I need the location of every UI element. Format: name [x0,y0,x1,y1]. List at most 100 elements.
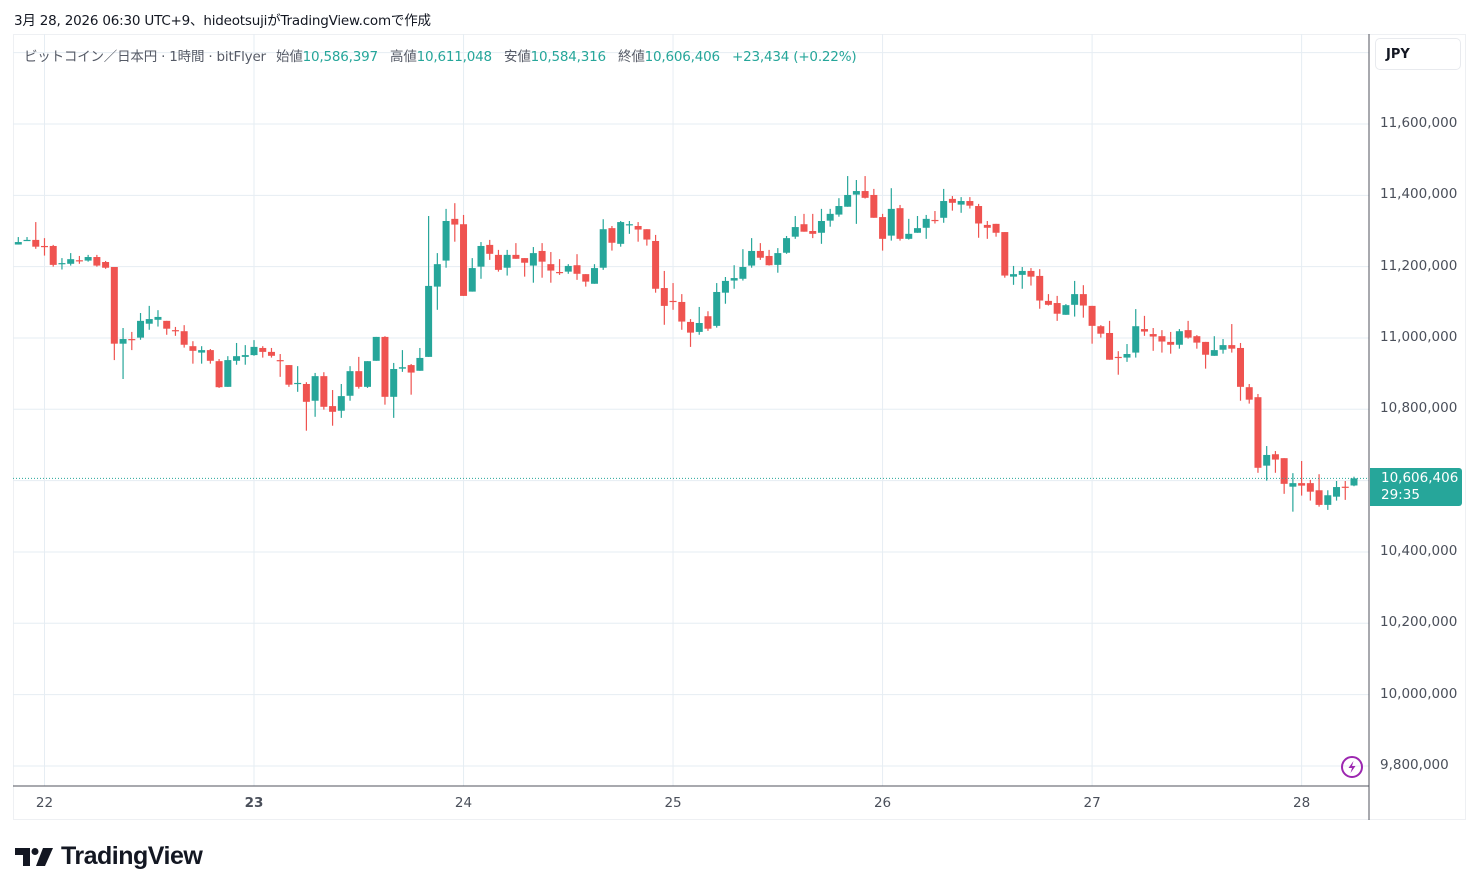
candle-body [84,257,92,261]
candles [14,176,1358,512]
candle-body [1114,356,1122,359]
candle-down [678,294,686,330]
candle-down [1027,268,1035,286]
logo-text: TradingView [61,842,203,870]
candle-up [433,253,441,310]
candle-up [1350,476,1358,487]
price-tick-label: 11,200,000 [1380,257,1458,274]
candle-down [1193,335,1201,349]
candle-body [285,365,293,385]
candle-down [521,258,529,277]
candle-down [608,225,616,251]
close-value: 10,606,406 [644,49,720,65]
candle-body [826,213,834,221]
candle-up [311,372,319,417]
candle-body [189,346,197,351]
candle-body [783,238,791,253]
candle-down [40,238,48,256]
tradingview-logo-icon [15,847,53,866]
candle-down [1158,330,1166,353]
price-tick-label: 9,800,000 [1380,756,1449,773]
candle-down [669,283,677,310]
candle-body [102,262,110,268]
candle-body [957,201,965,205]
candle-body [137,320,145,338]
candle-up [1123,344,1131,362]
candle-down [1254,393,1262,473]
candle-body [791,227,799,237]
candle-down [407,364,415,395]
candle-body [407,365,415,373]
candle-body [1306,483,1314,492]
low-label: 安値 [504,49,531,65]
tradingview-logo[interactable]: TradingView [15,842,203,871]
candle-body [730,278,738,281]
candle-body [922,218,930,228]
candle-body [93,257,101,266]
candle-down [1315,474,1323,507]
candle-up [774,248,782,273]
candle-body [1237,347,1244,387]
candle-body [687,321,695,333]
candle-down [809,213,817,239]
currency-button[interactable]: JPY [1375,38,1461,70]
candle-up [477,242,485,279]
candle-down [582,274,590,287]
candle-body [529,253,537,266]
candle-body [276,360,284,362]
time-tick-label: 25 [664,795,682,811]
candle-down [267,347,275,358]
time-tick-label: 24 [454,795,473,811]
candle-up [233,342,241,365]
candle-up [922,214,930,239]
price-tick-label: 11,600,000 [1380,115,1458,131]
chart-caption: 3月 28, 2026 06:30 UTC+9、hideotsujiがTradi… [14,13,431,29]
candle-body [966,201,974,206]
candle-body [381,336,389,397]
candle-up [905,218,913,240]
candle-body [1158,336,1166,342]
candle-down [110,267,118,361]
candle-body [905,233,913,239]
candle-body [678,301,686,322]
candle-down [538,243,546,278]
price-tick-label: 10,000,000 [1380,685,1458,702]
candle-body [992,223,1000,233]
candle-body [250,346,258,356]
candle-down [573,254,581,280]
candle-down [931,211,939,224]
candle-body [1018,270,1026,275]
candle-down [1228,324,1236,353]
candle-down [1298,461,1306,496]
candle-down [189,341,197,364]
candle-body [224,360,232,387]
candle-down [1079,285,1087,318]
candle-up [14,237,22,245]
candle-body [608,228,616,243]
candle-body [1289,483,1297,487]
lightning-bolt-icon[interactable] [1341,756,1363,778]
candle-body [1140,329,1148,332]
candle-body [1280,458,1288,484]
candle-body [625,224,633,226]
candle-body [879,217,887,239]
bar-countdown: 29:35 [1381,487,1420,504]
candle-body [198,350,206,353]
candle-up [23,237,31,242]
candle-body [442,221,450,261]
candle-body [215,361,223,388]
candle-body [765,255,773,266]
candle-down [494,249,502,272]
candle-body [1202,341,1210,355]
candle-up [1175,329,1183,349]
candle-body [1132,326,1140,353]
candle-down [93,254,101,267]
candle-body [163,320,171,329]
candle-body [1184,330,1192,338]
candle-down [1097,325,1105,338]
candle-up [58,258,66,270]
candle-up [617,221,625,247]
candle-body [634,225,642,230]
candle-body [695,323,703,332]
